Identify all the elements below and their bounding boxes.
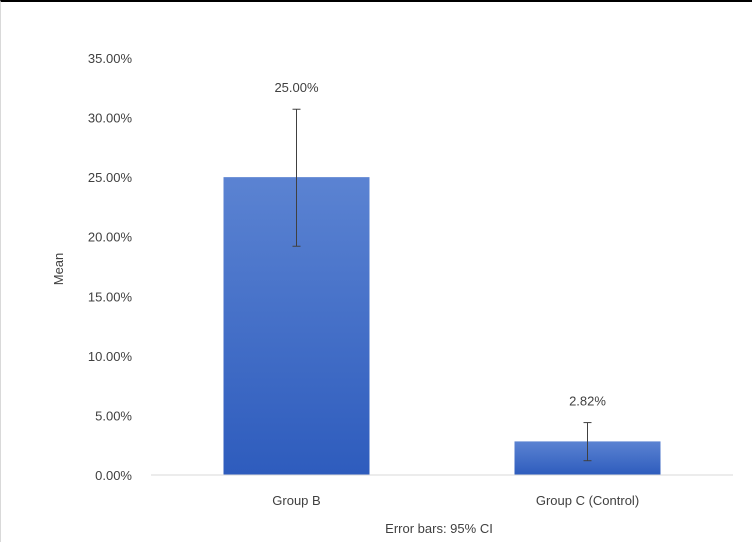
data-label: 25.00% xyxy=(274,80,319,95)
data-label: 2.82% xyxy=(569,394,606,409)
error-bars xyxy=(292,108,592,462)
x-axis: Group B Group C (Control) xyxy=(151,474,733,508)
y-axis: 0.00% 5.00% 10.00% 15.00% 20.00% 25.00% 30.00%… xyxy=(88,51,133,483)
bars xyxy=(223,177,661,475)
y-tick-label: 20.00% xyxy=(88,230,133,245)
y-tick-label: 35.00% xyxy=(88,51,133,66)
error-bars-footnote: Error bars: 95% CI xyxy=(385,521,493,536)
y-axis-title: Mean xyxy=(51,253,66,286)
y-tick-label: 5.00% xyxy=(95,408,132,423)
x-tick-label: Group B xyxy=(272,493,320,508)
x-tick-label: Group C (Control) xyxy=(536,493,639,508)
y-tick-label: 30.00% xyxy=(88,111,133,126)
y-tick-label: 15.00% xyxy=(88,289,133,304)
y-tick-label: 0.00% xyxy=(95,468,132,483)
data-labels: 25.00% 2.82% xyxy=(274,80,606,408)
y-tick-label: 25.00% xyxy=(88,170,133,185)
y-tick-label: 10.00% xyxy=(88,349,133,364)
